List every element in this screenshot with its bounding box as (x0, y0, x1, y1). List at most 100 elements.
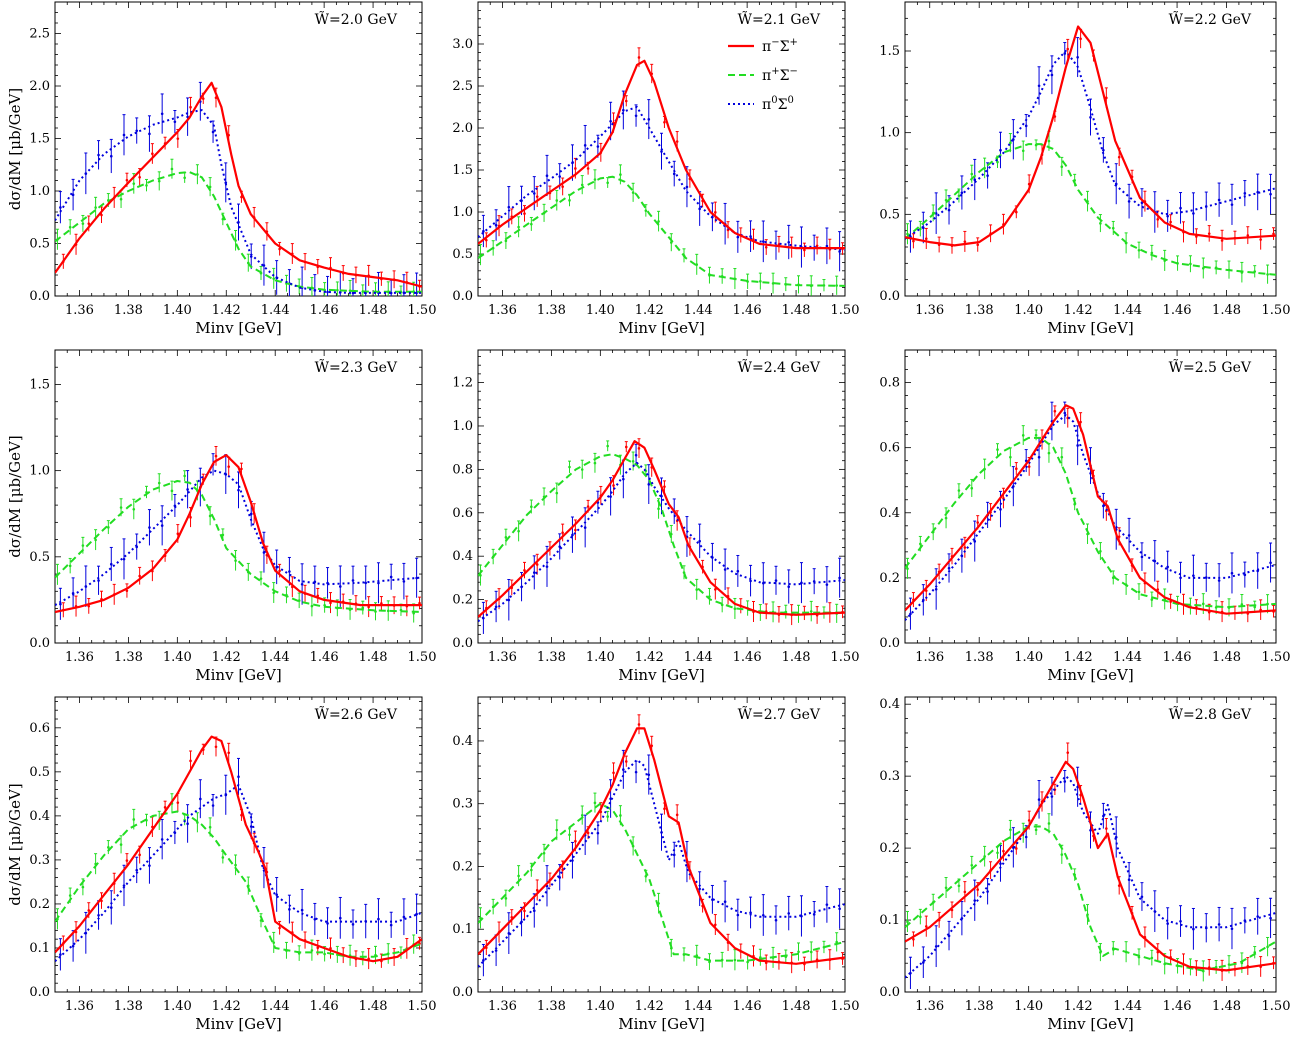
panel-title: W̃=2.6 GeV (315, 705, 398, 723)
blue-data-point (122, 557, 126, 561)
x-tick-label: 1.46 (1163, 303, 1192, 318)
red-data-point (523, 909, 526, 913)
red-data-point (1169, 220, 1172, 224)
x-tick-label: 1.50 (1262, 650, 1291, 665)
green-data-point (606, 181, 609, 185)
red-data-points (911, 742, 1276, 981)
blue-data-point (1166, 565, 1169, 569)
blue-data-point (1179, 920, 1182, 923)
green-data-point (1021, 434, 1025, 437)
green-data-point (81, 544, 85, 547)
blue-data-point (812, 913, 816, 916)
x-tick-label: 1.40 (163, 650, 192, 665)
green-data-point (530, 868, 533, 872)
green-data-point (957, 489, 961, 492)
blue-data-point (838, 250, 841, 253)
blue-data-point (672, 853, 676, 857)
blue-data-point (1217, 198, 1221, 202)
y-tick-label: 0.5 (29, 765, 50, 780)
red-data-point (1272, 232, 1275, 236)
blue-data-point (71, 944, 75, 948)
green-data-point (759, 280, 762, 283)
blue-data-point (622, 108, 625, 112)
red-data-point (1079, 37, 1082, 41)
blue-data-point (1127, 534, 1131, 537)
blue-data-points (908, 766, 1273, 990)
red-series-line (905, 404, 1276, 615)
green-data-point (348, 289, 352, 292)
x-axis-title: Minv [GeV] (618, 666, 704, 684)
green-data-point (631, 459, 635, 463)
x-tick-label: 1.46 (733, 650, 762, 665)
green-data-point (606, 815, 609, 818)
green-data-point (336, 288, 339, 292)
blue-data-points (58, 81, 419, 296)
blue-data-point (999, 862, 1002, 865)
red-data-point (1002, 849, 1005, 853)
green-data-point (119, 843, 123, 846)
red-series-line (55, 81, 422, 288)
red-data-point (1259, 238, 1262, 241)
green-data-point (361, 606, 365, 610)
y-tick-label: 0.5 (879, 207, 900, 222)
blue-data-point (1217, 579, 1221, 582)
y-tick-label: 0.2 (452, 593, 473, 608)
blue-data-point (313, 917, 317, 921)
blue-data-point (59, 206, 62, 209)
y-axis-title: dσ/dM [μb/GeV] (6, 435, 24, 557)
blue-data-point (364, 581, 368, 585)
blue-data-point (825, 583, 829, 586)
red-data-point (1066, 47, 1070, 51)
green-data-points (905, 813, 1270, 982)
blue-data-point (749, 235, 752, 238)
green-series-line (905, 436, 1276, 609)
red-data-point (714, 588, 717, 591)
green-data-point (593, 461, 597, 465)
panel-6: 1.36 1.38 1.40 1.42 1.44 1.46 1.48 1.50 0.0 0.2 0.… (879, 349, 1291, 684)
green-data-point (1009, 455, 1012, 459)
legend-label-3: π0Σ0 (762, 95, 794, 113)
red-data-point (912, 239, 915, 243)
blue-data-point (389, 923, 393, 927)
x-tick-label: 1.38 (114, 999, 143, 1014)
red-data-point (189, 105, 192, 109)
y-tick-label: 0.4 (452, 734, 473, 749)
plot-area (55, 81, 422, 296)
red-data-point (714, 211, 717, 214)
red-data-point (675, 140, 679, 143)
blue-data-point (1166, 214, 1169, 218)
blue-data-points (481, 443, 842, 634)
y-tick-label: 0.4 (879, 506, 900, 521)
x-tick-label: 1.48 (359, 650, 388, 665)
blue-data-point (288, 570, 291, 573)
blue-data-point (723, 568, 727, 571)
green-data-point (1060, 165, 1064, 168)
green-series-line (478, 802, 845, 962)
x-tick-label: 1.40 (586, 999, 615, 1014)
blue-data-point (59, 602, 62, 606)
red-data-point (612, 484, 615, 487)
green-data-point (1201, 602, 1205, 606)
x-tick-label: 1.38 (537, 999, 566, 1014)
panel-title: W̃=2.7 GeV (738, 705, 821, 723)
blue-data-point (1050, 73, 1054, 77)
green-data-point (619, 814, 622, 817)
blue-data-point (761, 913, 765, 917)
blue-data-point (109, 154, 113, 158)
red-data-point (637, 447, 641, 450)
green-series-line (55, 480, 422, 613)
x-tick-label: 1.40 (1014, 303, 1043, 318)
y-tick-label: 1.0 (452, 419, 473, 434)
green-data-point (1150, 251, 1154, 255)
green-data-point (1214, 965, 1218, 969)
y-tick-label: 0.0 (452, 985, 473, 1000)
green-data-point (530, 505, 533, 509)
red-data-point (189, 516, 192, 519)
y-tick-label: 0.6 (452, 506, 473, 521)
green-data-point (733, 958, 737, 962)
y-tick-label: 0.1 (29, 941, 50, 956)
blue-data-point (774, 579, 778, 582)
panel-1: 1.36 1.38 1.40 1.42 1.44 1.46 1.48 1.50 0.0 0.5 1.… (6, 1, 436, 337)
green-data-point (996, 851, 999, 855)
red-data-point (1156, 218, 1160, 221)
